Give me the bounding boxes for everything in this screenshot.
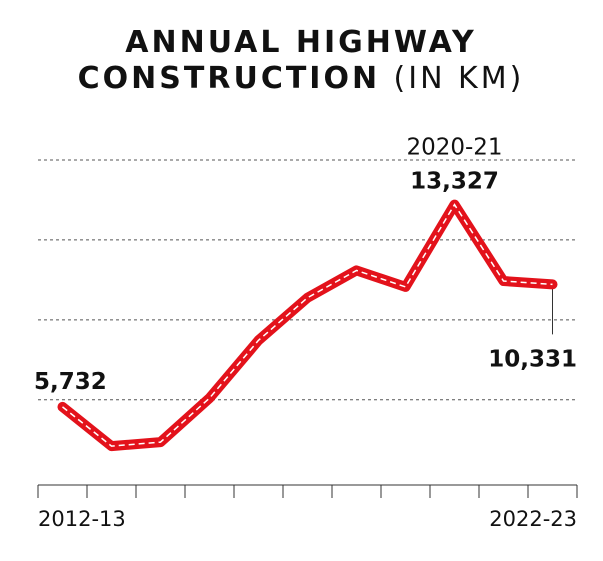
- line: [57, 199, 558, 452]
- chart-title: CONSTRUCTION: [78, 61, 380, 96]
- chart-title: CONSTRUCTION (IN KM): [78, 61, 525, 96]
- annotation: 2020-21: [406, 135, 502, 161]
- data-label: 13,327: [410, 169, 499, 195]
- unit: (IN KM): [394, 61, 525, 96]
- x-tick-label: 2012-13: [38, 507, 126, 531]
- chart-title: ANNUAL HIGHWAY: [125, 25, 476, 60]
- line-highlight: [62, 203, 553, 447]
- data-label: 5,732: [34, 369, 107, 395]
- data-label: 10,331: [488, 346, 577, 372]
- x-tick-label: 2022-23: [489, 507, 577, 531]
